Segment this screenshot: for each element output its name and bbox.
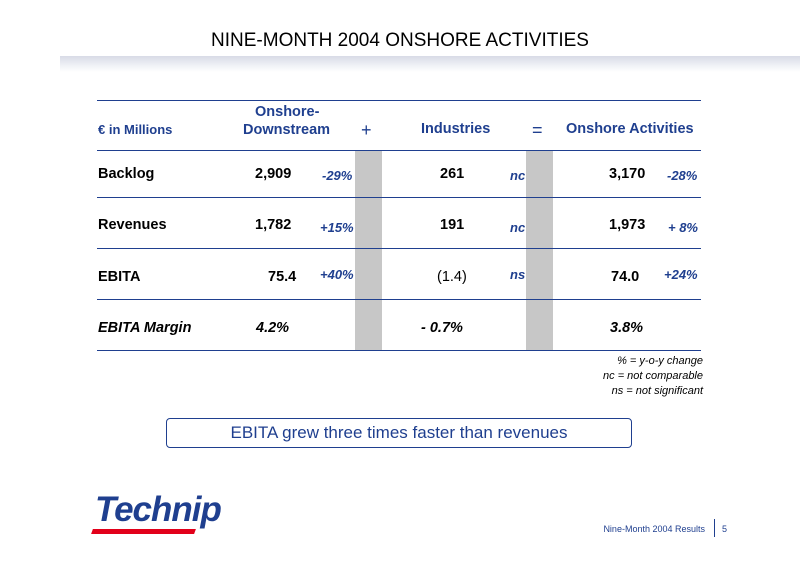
row-label-ebita-margin: EBITA Margin — [98, 320, 192, 336]
col-industries: Industries — [421, 121, 491, 137]
ebita-downstream-value: 75.4 — [268, 269, 297, 285]
technip-logo: Technip — [95, 490, 222, 529]
ebita-margin-activities-value: 3.8% — [610, 320, 644, 336]
title-band — [60, 56, 800, 72]
ebita-downstream-change: +40% — [320, 267, 354, 282]
table-bottom-rule — [97, 350, 701, 351]
footer-separator — [714, 519, 715, 537]
footer-text: Nine-Month 2004 Results — [603, 524, 705, 534]
table-top-rule — [97, 100, 701, 101]
col-onshore-downstream-line2: Downstream — [243, 122, 331, 138]
revenues-activities-change: + 8% — [668, 220, 698, 235]
backlog-industries-value: 261 — [440, 166, 465, 182]
row-rule-2 — [97, 248, 701, 249]
ebita-activities-value: 74.0 — [611, 269, 640, 285]
backlog-activities-change: -28% — [667, 168, 698, 183]
footnote-pct: % = y-o-y change — [617, 355, 703, 367]
page-number: 5 — [722, 524, 728, 534]
col-onshore-downstream-line1: Onshore- — [255, 104, 320, 120]
ebita-margin-industries-value: - 0.7% — [421, 320, 463, 336]
technip-logo-underline — [91, 529, 196, 534]
equals-sign: = — [532, 120, 543, 140]
ebita-industries-change: ns — [510, 267, 526, 282]
revenues-activities-value: 1,973 — [609, 217, 646, 233]
plus-column-shade — [355, 150, 382, 350]
row-rule-3 — [97, 299, 701, 300]
footnote-ns: ns = not significant — [611, 385, 703, 397]
backlog-downstream-value: 2,909 — [255, 166, 292, 182]
row-rule-1 — [97, 197, 701, 198]
ebita-activities-change: +24% — [664, 267, 698, 282]
revenues-downstream-value: 1,782 — [255, 217, 292, 233]
row-label-revenues: Revenues — [98, 217, 167, 233]
ebita-industries-value: (1.4) — [437, 269, 467, 285]
revenues-industries-value: 191 — [440, 217, 465, 233]
revenues-downstream-change: +15% — [320, 220, 354, 235]
ebita-callout-box: EBITA grew three times faster than reven… — [166, 418, 632, 448]
equals-column-shade — [526, 150, 553, 350]
row-label-backlog: Backlog — [98, 166, 155, 182]
col-onshore-activities: Onshore Activities — [566, 121, 694, 137]
page-title: NINE-MONTH 2004 ONSHORE ACTIVITIES — [211, 30, 589, 51]
footnote-nc: nc = not comparable — [603, 370, 703, 382]
backlog-downstream-change: -29% — [322, 168, 353, 183]
backlog-industries-change: nc — [510, 168, 526, 183]
ebita-margin-downstream-value: 4.2% — [256, 320, 290, 336]
header-rule — [97, 150, 701, 151]
unit-label: € in Millions — [98, 122, 173, 137]
plus-sign: + — [361, 120, 372, 140]
revenues-industries-change: nc — [510, 220, 526, 235]
backlog-activities-value: 3,170 — [609, 166, 646, 182]
row-label-ebita: EBITA — [98, 269, 141, 285]
